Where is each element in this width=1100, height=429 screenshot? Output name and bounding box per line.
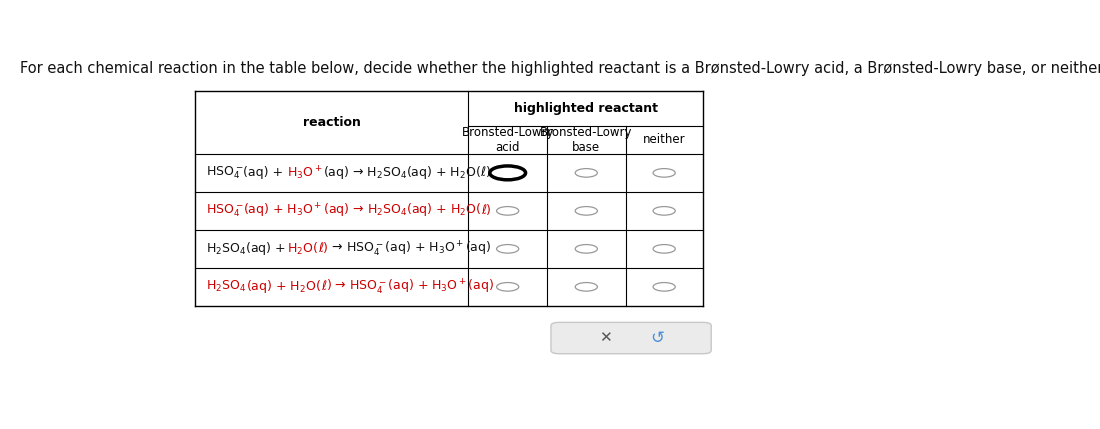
Text: (aq) → H$_2$SO$_4$(aq) + H$_2$O(: (aq) → H$_2$SO$_4$(aq) + H$_2$O( [322,164,481,181]
Text: (aq) +: (aq) + [243,166,287,179]
Circle shape [490,166,526,180]
Text: reaction: reaction [302,116,361,129]
Text: ): ) [486,166,491,179]
Text: (aq) + H$_2$O(: (aq) + H$_2$O( [246,278,321,295]
Text: ℓ: ℓ [318,242,323,255]
Text: ℓ: ℓ [481,166,486,179]
FancyBboxPatch shape [551,322,712,354]
Text: For each chemical reaction in the table below, decide whether the highlighted re: For each chemical reaction in the table … [21,61,1100,76]
Text: H$_2$SO$_4$(aq) +: H$_2$SO$_4$(aq) + [206,240,287,257]
Text: Bronsted-Lowry
acid: Bronsted-Lowry acid [461,126,554,154]
Text: H$_3$O$^+$: H$_3$O$^+$ [287,164,322,181]
Text: ) → HSO$_4^-$(aq) + H$_3$O$^+$(aq): ) → HSO$_4^-$(aq) + H$_3$O$^+$(aq) [326,278,494,296]
Circle shape [575,207,597,215]
Circle shape [575,245,597,253]
Text: ): ) [486,204,492,218]
Circle shape [653,169,675,177]
Text: HSO$_4^-$: HSO$_4^-$ [206,202,243,219]
Circle shape [653,283,675,291]
Text: neither: neither [642,133,685,146]
Circle shape [575,169,597,177]
Circle shape [496,283,519,291]
Text: ↺: ↺ [650,329,663,347]
Circle shape [575,283,597,291]
Text: H$_2$O(: H$_2$O( [287,241,318,257]
Text: → HSO$_4^-$(aq) + H$_3$O$^+$(aq): → HSO$_4^-$(aq) + H$_3$O$^+$(aq) [328,239,492,258]
Text: ): ) [323,242,328,255]
Text: (aq) + H$_3$O$^+$(aq) → H$_2$SO$_4$(aq) + H$_2$O(: (aq) + H$_3$O$^+$(aq) → H$_2$SO$_4$(aq) … [243,202,482,220]
Text: ℓ: ℓ [321,280,326,293]
Text: highlighted reactant: highlighted reactant [514,102,658,115]
Circle shape [653,245,675,253]
Text: HSO$_4^-$: HSO$_4^-$ [206,165,243,181]
Text: Bronsted-Lowry
base: Bronsted-Lowry base [540,126,632,154]
Circle shape [653,207,675,215]
Circle shape [496,245,519,253]
Circle shape [496,207,519,215]
Text: ℓ: ℓ [482,204,486,218]
Text: H$_2$SO$_4$: H$_2$SO$_4$ [206,279,246,294]
Text: ✕: ✕ [598,330,612,345]
